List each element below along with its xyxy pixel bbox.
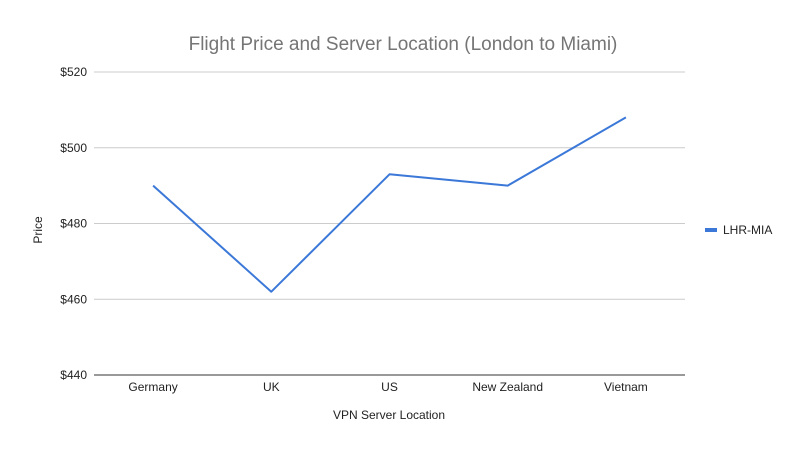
y-axis-ticks: $440 $460 $480 $500 $520 [60,65,87,382]
y-tick-label: $500 [60,141,87,155]
gridlines [94,71,685,376]
y-tick-label: $460 [60,292,87,306]
y-tick-label: $480 [60,217,87,231]
y-tick-label: $440 [60,368,87,382]
x-axis-ticks: Germany UK US New Zealand Vietnam [128,380,647,394]
x-tick-label: Germany [128,380,177,394]
series-line [152,116,627,293]
x-tick-label: UK [263,380,280,394]
x-axis-label: VPN Server Location [333,408,445,422]
x-tick-label: Vietnam [604,380,648,394]
x-tick-label: New Zealand [472,380,543,394]
y-tick-label: $520 [60,65,87,79]
x-tick-label: US [381,380,398,394]
legend-label: LHR-MIA [723,223,772,237]
chart-title: Flight Price and Server Location (London… [189,34,618,55]
y-axis-label: Price [31,216,45,244]
legend-swatch [705,228,717,232]
legend: LHR-MIA [705,223,772,237]
series-lines [152,116,627,293]
